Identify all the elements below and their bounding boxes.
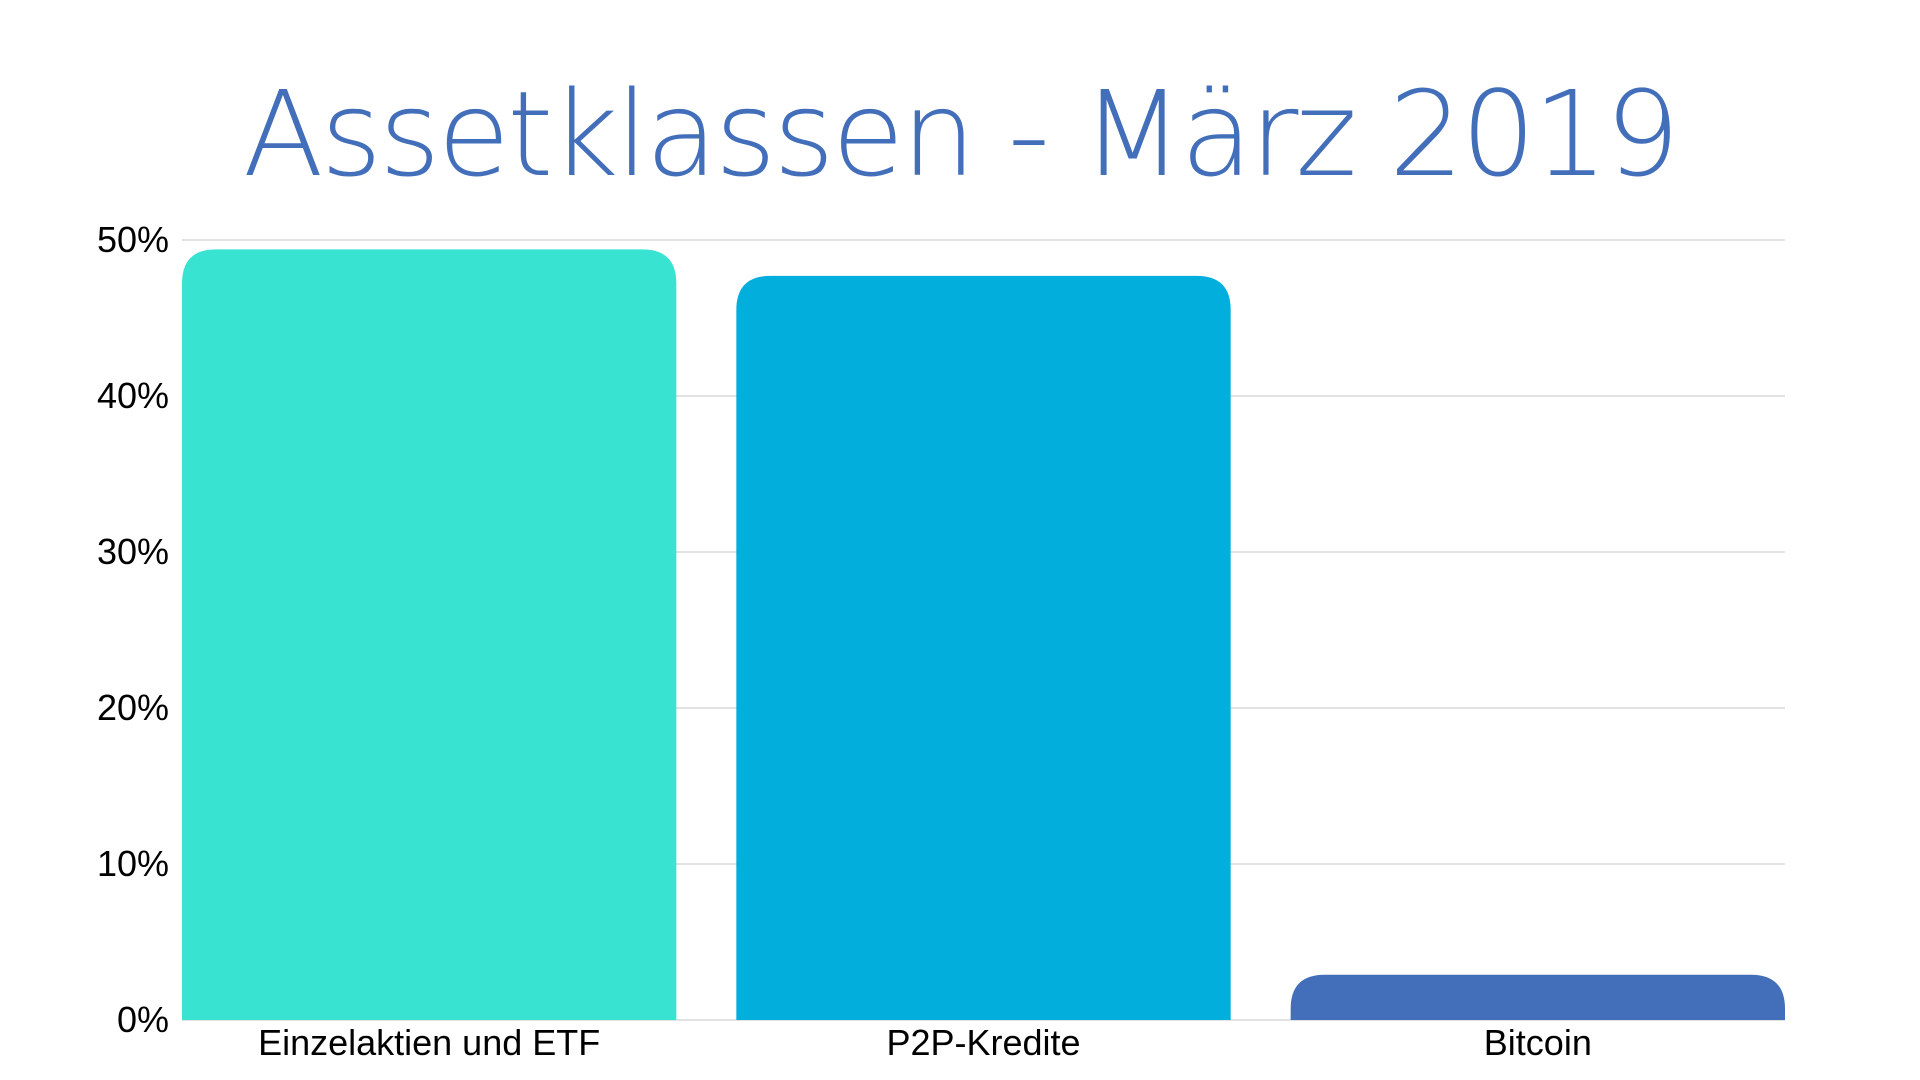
bars [182,249,1785,1021]
y-tick-label: 20% [97,687,169,728]
bar-einzelaktien-und-etf [182,249,677,1021]
y-tick-label: 0% [117,999,169,1040]
chart-title: Assetklassen - März 2019 [242,65,1680,203]
x-category-label: P2P-Kredite [886,1022,1080,1063]
y-tick-label: 40% [97,375,169,416]
bar-p2p-kredite [736,275,1231,1020]
y-axis-ticks: 0% 10% 20% 30% 40% 50% [97,219,169,1040]
x-axis-labels: Einzelaktien und ETF P2P-Kredite Bitcoin [258,1022,1592,1063]
x-category-label: Einzelaktien und ETF [258,1022,600,1063]
y-tick-label: 10% [97,843,169,884]
bar-bitcoin [1290,974,1785,1020]
y-tick-label: 50% [97,219,169,260]
y-tick-label: 30% [97,531,169,572]
x-category-label: Bitcoin [1484,1022,1592,1063]
